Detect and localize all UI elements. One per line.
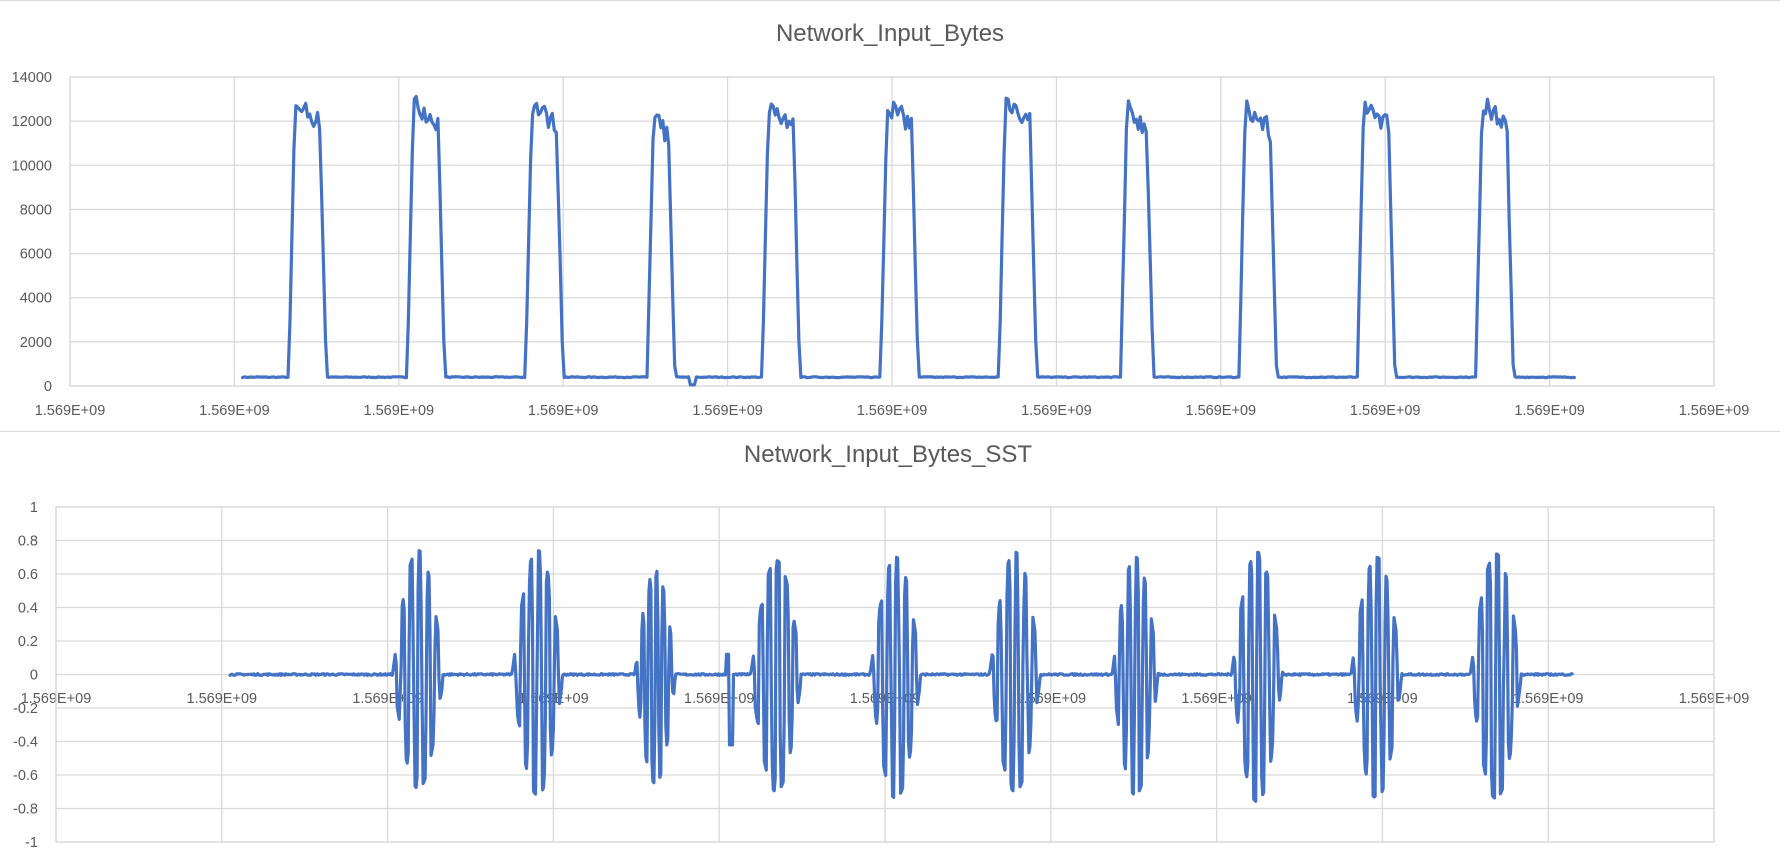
x-tick-label: 1.569E+09	[528, 403, 599, 419]
x-tick-label: 1.569E+09	[364, 403, 435, 419]
y-tick-label: -1	[25, 835, 38, 851]
y-tick-label: 6000	[20, 247, 52, 263]
x-tick-label: 1.569E+09	[1186, 403, 1257, 419]
y-tick-label: 0.4	[18, 601, 38, 617]
x-tick-label: 1.569E+09	[1021, 403, 1092, 419]
x-tick-label: 1.569E+09	[857, 403, 928, 419]
plot-area-border	[55, 506, 1715, 843]
chart-network-input-bytes: Network_Input_Bytes 0 2000 4000 6000 8000 100…	[0, 0, 1780, 432]
y-tick-label: 2000	[20, 335, 52, 351]
y-tick-label: 8000	[20, 202, 52, 218]
y-tick-label: 10000	[12, 158, 52, 174]
chart-svg-top: Network_Input_Bytes 0 2000 4000 6000 8000 100…	[12, 20, 1750, 419]
y-tick-label: -0.8	[13, 802, 38, 818]
x-tick-label: 1.569E+09	[1350, 403, 1421, 419]
x-tick-label: 1.569E+09	[1679, 403, 1750, 419]
series-line	[241, 94, 1576, 387]
chart-title: Network_Input_Bytes	[776, 20, 1004, 47]
chart-svg-bottom: Network_Input_Bytes_SST -1 -0.8 -0.6 -0.4 -0…	[13, 441, 1749, 851]
chart-title: Network_Input_Bytes_SST	[744, 441, 1032, 468]
y-tick-label: 1	[30, 500, 38, 516]
x-tick-label: 1.569E+09	[1016, 691, 1087, 707]
y-tick-label: 12000	[12, 114, 52, 130]
x-tick-label: 1.569E+09	[187, 691, 258, 707]
y-tick-label: 0	[44, 379, 52, 395]
y-tick-label: 4000	[20, 291, 52, 307]
x-tick-label: 1.569E+09	[199, 403, 270, 419]
x-tick-label: 1.569E+09	[35, 403, 106, 419]
y-tick-label: -0.4	[13, 735, 38, 751]
x-tick-label: 1.569E+09	[692, 403, 763, 419]
y-tick-label: 0.8	[18, 534, 38, 550]
y-tick-label: 0	[30, 668, 38, 684]
y-tick-label: 14000	[12, 70, 52, 86]
y-tick-label: -0.2	[13, 701, 38, 717]
x-tick-label: 1.569E+09	[1181, 691, 1252, 707]
plot-area-border	[69, 76, 1715, 387]
series-line	[228, 549, 1574, 803]
y-tick-label: -0.6	[13, 768, 38, 784]
x-tick-label: 1.569E+09	[1513, 691, 1584, 707]
x-tick-label: 1.569E+09	[1514, 403, 1585, 419]
x-tick-label: 1.569E+09	[684, 691, 755, 707]
y-tick-label: 0.2	[18, 634, 38, 650]
y-tick-label: 0.6	[18, 567, 38, 583]
chart-network-input-bytes-sst: Network_Input_Bytes_SST -1 -0.8 -0.6 -0.4 -0…	[0, 432, 1780, 864]
